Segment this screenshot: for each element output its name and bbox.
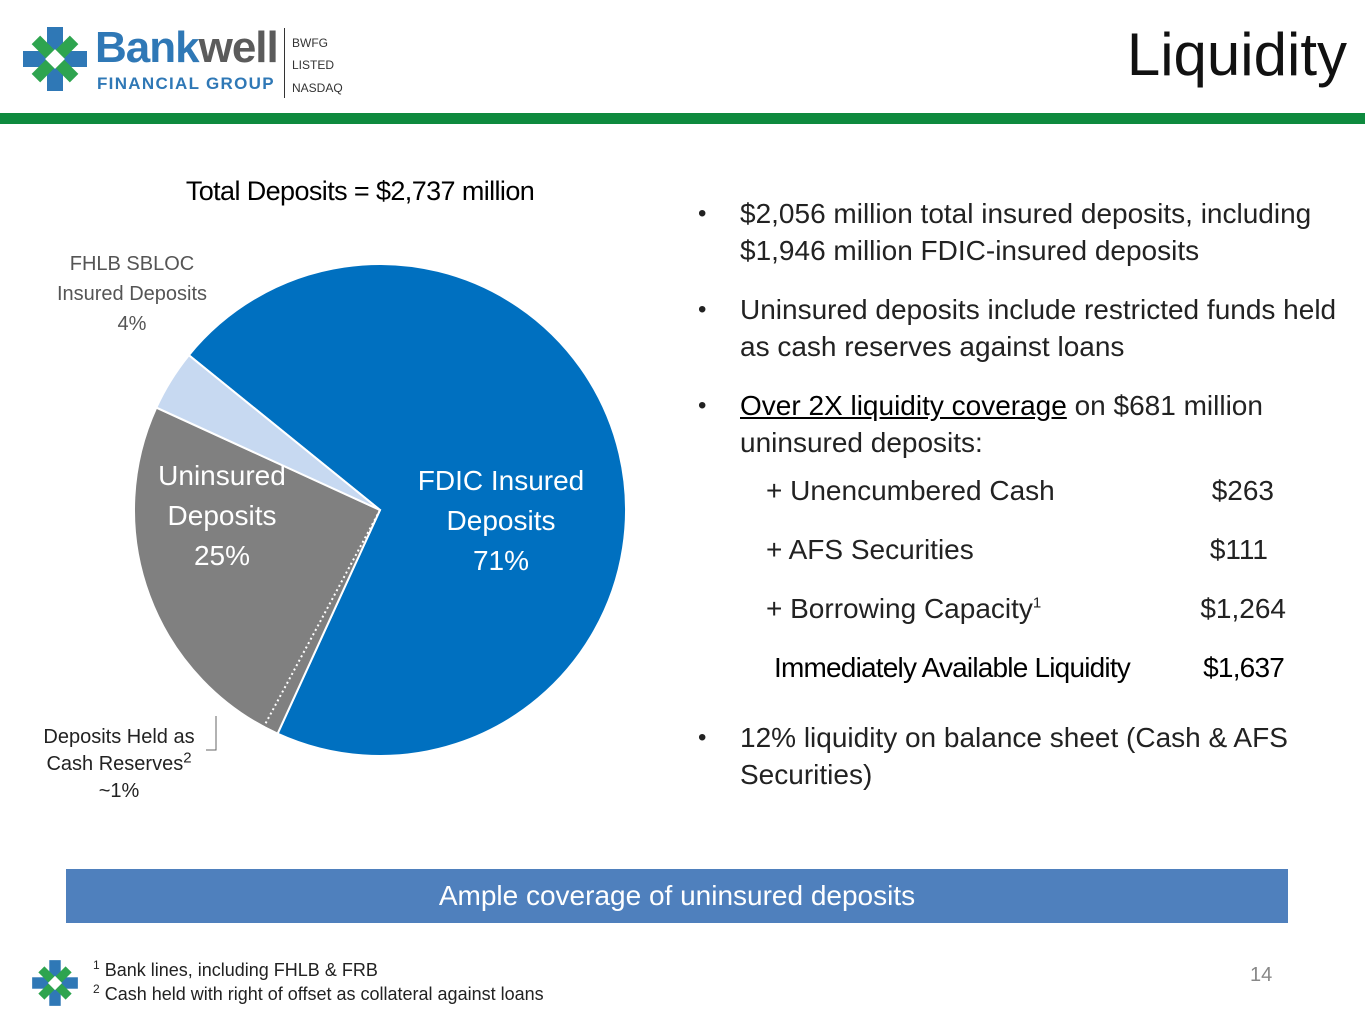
slice-label-uninsured: Uninsured Deposits 25% [158,460,286,571]
bullet-balance-sheet-liquidity: 12% liquidity on balance sheet (Cash & A… [698,719,1338,793]
slice-label-fdic: FDIC Insured Deposits 71% [417,465,585,576]
pie-slice-fhlb [155,353,381,511]
liquidity-row: + AFS Securities $111 [766,534,1268,565]
page-number: 14 [1250,964,1273,986]
bullet-uninsured-deposits: Uninsured deposits include restricted fu… [698,291,1338,365]
slice-label-cash-reserves: Deposits Held as Cash Reserves2 ~1% [43,726,195,802]
brand-subtitle: FINANCIAL GROUP [97,74,275,93]
liquidity-total-row: Immediately Available Liquidity $1,637 [774,652,1285,683]
liquidity-row: + Borrowing Capacity1 $1,264 [766,593,1286,624]
footer-logo-icon [32,960,78,1006]
listing-ticker: BWFG [292,36,328,50]
bullet-liquidity-coverage: Over 2X liquidity coverage on $681 milli… [698,387,1338,461]
bullet-list: $2,056 million total insured deposits, i… [698,195,1338,793]
pie-slice-fdic [187,263,627,757]
cash-reserves-sub-slice-line [262,509,381,728]
header-divider [0,113,1365,124]
bullet-insured-deposits: $2,056 million total insured deposits, i… [698,195,1338,269]
cash-reserves-leader-line [206,716,217,751]
listing-status: LISTED [292,58,335,72]
listing-exchange: NASDAQ [292,81,343,95]
chart-title: Total Deposits = $2,737 million [185,176,535,206]
footnote-1: 1 Bank lines, including FHLB & FRB [93,958,378,980]
brand-name: Bankwell [95,23,279,72]
pie-slice-uninsured [133,406,382,735]
liquidity-table: + Unencumbered Cash $263 + AFS Securitie… [698,461,1338,701]
deposits-pie-chart [133,263,627,757]
footnote-2: 2 Cash held with right of offset as coll… [93,982,544,1004]
bankwell-logo-icon [23,27,87,91]
liquidity-row: + Unencumbered Cash $263 [766,475,1274,506]
page-title: Liquidity [1126,21,1347,88]
slice-label-fhlb: FHLB SBLOC Insured Deposits 4% [56,253,208,335]
summary-banner: Ample coverage of uninsured deposits [66,869,1288,923]
brand-divider [284,28,285,98]
